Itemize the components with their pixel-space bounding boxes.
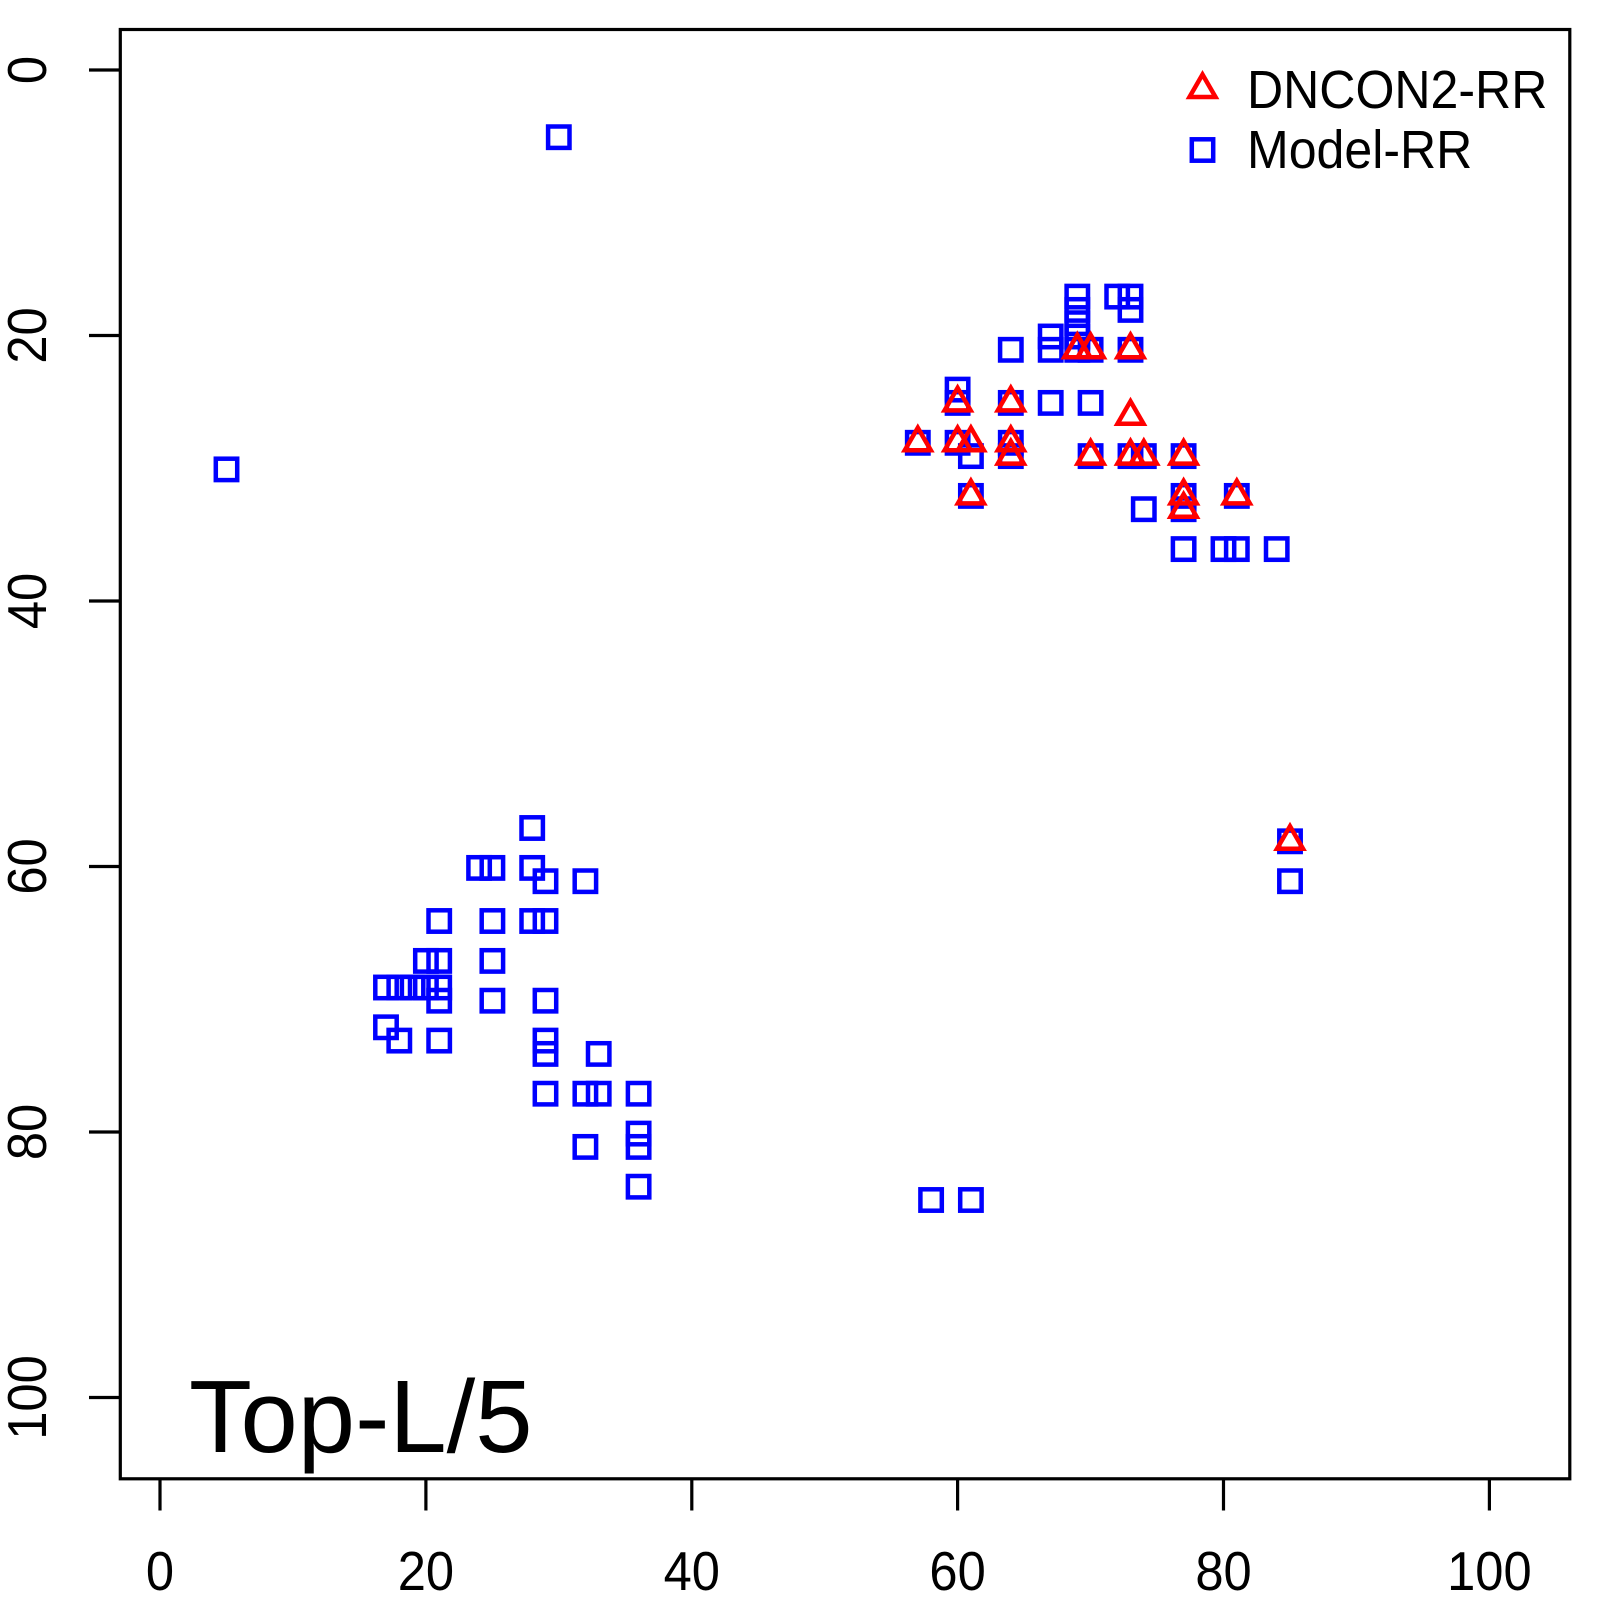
svg-text:100: 100 [1447,1541,1532,1600]
svg-text:Top-L/5: Top-L/5 [189,1359,533,1474]
svg-text:0: 0 [146,1541,174,1600]
svg-text:40: 40 [664,1541,720,1600]
svg-text:0: 0 [0,56,58,84]
svg-text:40: 40 [0,573,58,629]
svg-text:100: 100 [0,1355,58,1440]
svg-text:DNCON2-RR: DNCON2-RR [1247,59,1547,119]
svg-text:80: 80 [0,1104,58,1160]
svg-text:20: 20 [398,1541,454,1600]
svg-text:80: 80 [1195,1541,1251,1600]
svg-text:60: 60 [0,838,58,894]
svg-text:Model-RR: Model-RR [1247,119,1472,179]
svg-text:60: 60 [929,1541,985,1600]
svg-text:20: 20 [0,307,58,363]
